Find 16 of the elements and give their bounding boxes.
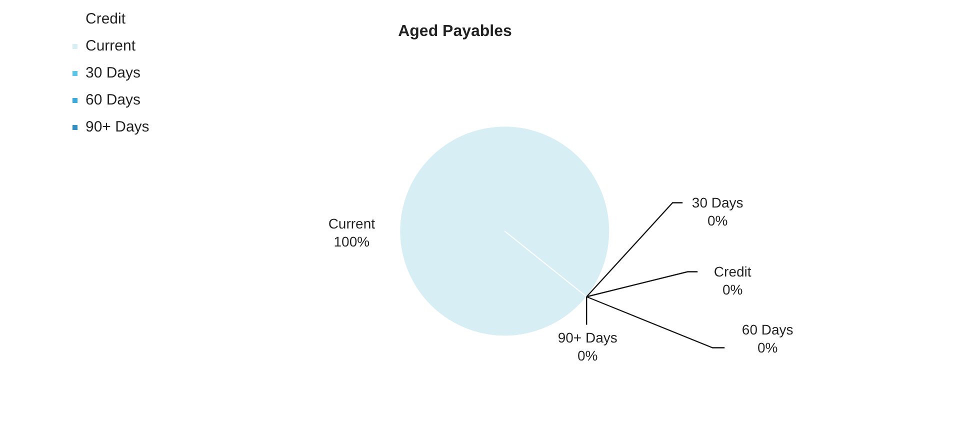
legend-label: Current [86, 38, 136, 55]
category-label: 30 Days [692, 194, 744, 211]
chart-title: Aged Payables [398, 23, 512, 40]
text: 0% [757, 340, 778, 356]
legend-label: 60 Days [86, 92, 141, 109]
category-label: Credit [714, 264, 752, 280]
category-label: 90+ Days [558, 330, 618, 346]
slice-label: Current [328, 215, 376, 232]
data-label: 100% [334, 233, 370, 250]
category-label: Credit [86, 10, 126, 28]
text: 0% [577, 348, 598, 364]
legend-label: 30 Days [86, 64, 141, 82]
category-label: 60 Days [742, 322, 794, 338]
legend-label: 90+ Days [86, 118, 150, 136]
text: 0% [722, 282, 743, 298]
text: 0% [707, 212, 728, 229]
